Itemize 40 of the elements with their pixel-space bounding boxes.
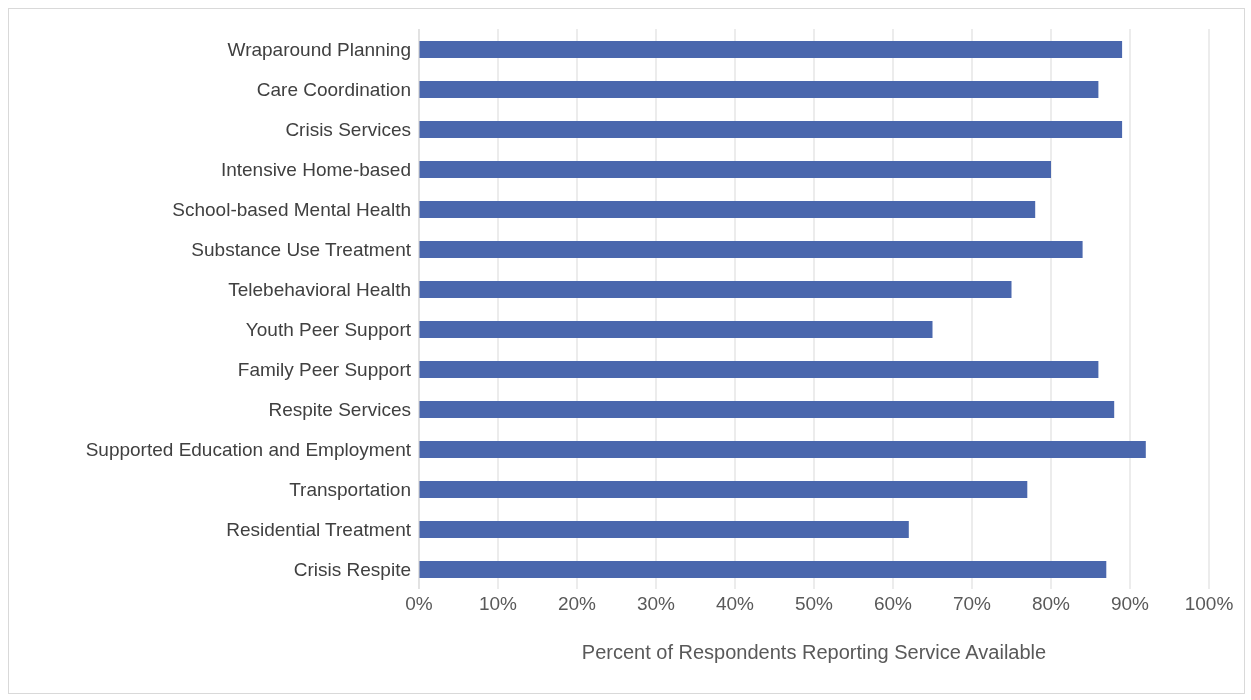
y-tick-label: Youth Peer Support (245, 318, 412, 340)
bar (419, 241, 1083, 258)
y-tick-label: Substance Use Treatment (191, 238, 412, 260)
y-tick-label: Crisis Services (285, 118, 411, 140)
y-tick-label: Residential Treatment (226, 518, 412, 540)
bar (419, 321, 933, 338)
x-tick-label: 60% (873, 593, 913, 615)
bar (419, 161, 1051, 178)
x-axis-title: Percent of Respondents Reporting Service Available (581, 641, 1047, 663)
x-tick-label: 50% (794, 593, 834, 615)
x-tick-label: 10% (478, 593, 518, 615)
y-tick-label: School-based Mental Health (172, 198, 411, 220)
x-tick-label: 70% (952, 593, 992, 615)
x-tick-label: 20% (557, 593, 597, 615)
bar (419, 401, 1115, 418)
y-tick-label: Care Coordination (256, 78, 411, 100)
y-tick-label: Wraparound Planning (227, 38, 411, 60)
y-tick-label: Crisis Respite (293, 558, 411, 580)
bar (419, 201, 1036, 218)
bar (419, 481, 1028, 498)
bar (419, 121, 1123, 138)
bar (419, 361, 1099, 378)
x-tick-label: 80% (1031, 593, 1071, 615)
x-tick-label: 30% (636, 593, 676, 615)
y-tick-label: Intensive Home-based (220, 158, 411, 180)
x-tick-label: 90% (1110, 593, 1150, 615)
bar (419, 81, 1099, 98)
y-tick-label: Telebehavioral Health (228, 278, 411, 300)
bar (419, 281, 1012, 298)
bar (419, 561, 1107, 578)
y-tick-label: Transportation (289, 478, 411, 500)
x-tick-label: 100% (1184, 593, 1234, 615)
bar (419, 41, 1123, 58)
bar (419, 521, 909, 538)
y-tick-label: Supported Education and Employment (85, 438, 412, 460)
x-tick-label: 40% (715, 593, 755, 615)
y-tick-label: Respite Services (268, 398, 411, 420)
x-tick-label: 0% (405, 593, 433, 615)
bar (419, 441, 1146, 458)
y-tick-label: Family Peer Support (237, 358, 412, 380)
